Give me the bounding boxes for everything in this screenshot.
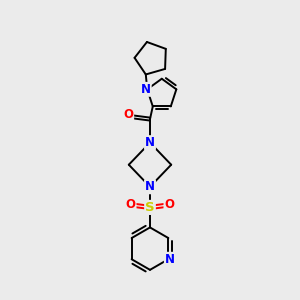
Text: O: O [164, 198, 174, 211]
Text: N: N [165, 253, 175, 266]
Text: O: O [123, 109, 133, 122]
Text: S: S [145, 201, 155, 214]
Text: N: N [145, 136, 155, 149]
Text: N: N [145, 180, 155, 193]
Text: O: O [126, 198, 136, 211]
Text: N: N [141, 83, 151, 96]
